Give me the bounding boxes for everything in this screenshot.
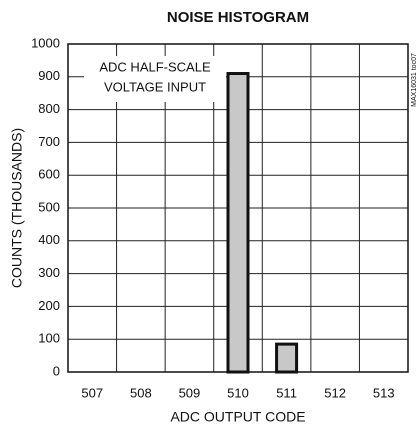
annotation-box bbox=[84, 56, 226, 102]
annotation-text: ADC HALF-SCALE bbox=[99, 59, 211, 74]
bar bbox=[275, 342, 299, 374]
y-tick-label: 200 bbox=[38, 298, 60, 313]
y-axis-label: COUNTS (THOUSANDS) bbox=[9, 128, 25, 288]
y-tick-label: 100 bbox=[38, 331, 60, 346]
bar bbox=[226, 72, 250, 374]
y-tick-label: 300 bbox=[38, 265, 60, 280]
x-tick-label: 513 bbox=[373, 385, 395, 400]
y-tick-label: 500 bbox=[38, 199, 60, 214]
y-tick-label: 0 bbox=[53, 363, 60, 378]
annotation-text: VOLTAGE INPUT bbox=[104, 79, 206, 94]
x-tick-label: 512 bbox=[324, 385, 346, 400]
y-tick-label: 400 bbox=[38, 232, 60, 247]
x-tick-label: 511 bbox=[276, 385, 297, 400]
x-tick-label: 507 bbox=[81, 385, 103, 400]
x-tick-label: 508 bbox=[130, 385, 152, 400]
y-tick-label: 900 bbox=[38, 68, 60, 83]
chart-title: NOISE HISTOGRAM bbox=[167, 9, 309, 26]
y-tick-label: 800 bbox=[38, 101, 60, 116]
y-tick-label: 700 bbox=[38, 134, 60, 149]
x-tick-label: 509 bbox=[179, 385, 201, 400]
x-tick-label: 510 bbox=[227, 385, 249, 400]
x-axis-label: ADC OUTPUT CODE bbox=[170, 409, 305, 425]
y-tick-label: 1000 bbox=[31, 35, 60, 50]
y-tick-label: 600 bbox=[38, 167, 60, 182]
side-note: MAX16031 toc07 bbox=[411, 53, 418, 107]
